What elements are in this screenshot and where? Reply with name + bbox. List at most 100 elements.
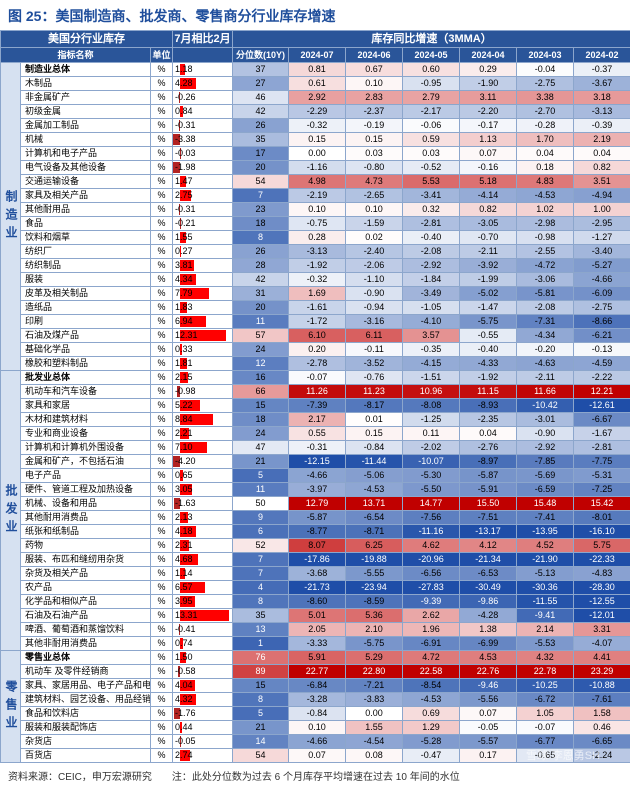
bar-cell: -0.05 xyxy=(173,735,233,749)
value-cell: -4.66 xyxy=(289,735,346,749)
col-3: 分位数(10Y) xyxy=(233,48,289,63)
indicator-name: 百货店 xyxy=(21,749,151,763)
value-cell: 0.10 xyxy=(346,77,403,91)
value-cell: -2.92 xyxy=(403,259,460,273)
value-cell: 1.55 xyxy=(346,721,403,735)
indicator-name: 金属和矿产，不包括石油 xyxy=(21,455,151,469)
value-cell: -6.65 xyxy=(574,735,630,749)
bar-cell: 12.31 xyxy=(173,329,233,343)
unit: % xyxy=(151,371,173,385)
unit: % xyxy=(151,665,173,679)
bar-cell: 4.32 xyxy=(173,693,233,707)
value-cell: -6.72 xyxy=(517,693,574,707)
percentile: 7 xyxy=(233,553,289,567)
value-cell: 3.31 xyxy=(574,623,630,637)
unit: % xyxy=(151,329,173,343)
value-cell: -6.99 xyxy=(460,637,517,651)
value-cell: 0.08 xyxy=(346,749,403,763)
percentile: 24 xyxy=(233,343,289,357)
value-cell: -1.92 xyxy=(289,259,346,273)
unit: % xyxy=(151,315,173,329)
value-cell: -5.56 xyxy=(460,693,517,707)
percentile: 11 xyxy=(233,483,289,497)
value-cell: -8.59 xyxy=(346,595,403,609)
bar-cell: -0.58 xyxy=(173,665,233,679)
value-cell: 2.05 xyxy=(289,623,346,637)
unit: % xyxy=(151,749,173,763)
value-cell: -3.16 xyxy=(346,315,403,329)
percentile: 8 xyxy=(233,693,289,707)
value-cell: -2.08 xyxy=(403,245,460,259)
percentile: 89 xyxy=(233,665,289,679)
value-cell: -5.91 xyxy=(460,483,517,497)
bar-cell: 2.74 xyxy=(173,749,233,763)
value-cell: -6.53 xyxy=(460,567,517,581)
value-cell: -7.56 xyxy=(403,511,460,525)
value-cell: -2.11 xyxy=(460,245,517,259)
value-cell: 22.77 xyxy=(289,665,346,679)
col-9: 2024-02 xyxy=(574,48,630,63)
value-cell: -0.40 xyxy=(403,231,460,245)
percentile: 50 xyxy=(233,497,289,511)
indicator-name: 服装、布匹和缝纫用杂货 xyxy=(21,553,151,567)
percentile: 8 xyxy=(233,231,289,245)
unit: % xyxy=(151,399,173,413)
unit: % xyxy=(151,707,173,721)
indicator-name: 纸张和纸制品 xyxy=(21,525,151,539)
value-cell: 0.03 xyxy=(346,147,403,161)
indicator-name: 机械、设备和用品 xyxy=(21,497,151,511)
value-cell: -5.13 xyxy=(517,567,574,581)
value-cell: 11.15 xyxy=(460,385,517,399)
value-cell: -5.87 xyxy=(289,511,346,525)
value-cell: 2.79 xyxy=(403,91,460,105)
value-cell: 1.00 xyxy=(574,203,630,217)
bar-cell: 3.81 xyxy=(173,259,233,273)
value-cell: -13.95 xyxy=(517,525,574,539)
value-cell: 4.72 xyxy=(403,651,460,665)
value-cell: 3.18 xyxy=(574,91,630,105)
value-cell: -20.96 xyxy=(403,553,460,567)
percentile: 6 xyxy=(233,525,289,539)
bar-cell: 13.31 xyxy=(173,609,233,623)
value-cell: -1.99 xyxy=(460,273,517,287)
value-cell: 0.07 xyxy=(460,707,517,721)
value-cell: -3.33 xyxy=(289,637,346,651)
value-cell: -3.13 xyxy=(574,105,630,119)
value-cell: -28.30 xyxy=(574,581,630,595)
value-cell: -2.95 xyxy=(574,217,630,231)
value-cell: -5.27 xyxy=(574,259,630,273)
value-cell: -6.67 xyxy=(574,413,630,427)
value-cell: -4.54 xyxy=(346,735,403,749)
bar-cell: -0.21 xyxy=(173,217,233,231)
percentile: 9 xyxy=(233,511,289,525)
value-cell: -5.02 xyxy=(460,287,517,301)
value-cell: -8.60 xyxy=(289,595,346,609)
value-cell: -0.95 xyxy=(403,77,460,91)
indicator-name: 饮料和烟草 xyxy=(21,231,151,245)
indicator-name: 计算机和电子产品 xyxy=(21,147,151,161)
value-cell: -7.39 xyxy=(289,399,346,413)
value-cell: -5.87 xyxy=(460,469,517,483)
unit: % xyxy=(151,427,173,441)
value-cell: -1.25 xyxy=(403,413,460,427)
value-cell: -4.63 xyxy=(517,357,574,371)
value-cell: 10.96 xyxy=(403,385,460,399)
bar-cell: 4.18 xyxy=(173,525,233,539)
value-cell: -9.39 xyxy=(403,595,460,609)
bar-cell: -1.63 xyxy=(173,497,233,511)
percentile: 18 xyxy=(233,217,289,231)
value-cell: 0.82 xyxy=(574,161,630,175)
unit: % xyxy=(151,63,173,77)
indicator-name: 纺织厂 xyxy=(21,245,151,259)
value-cell: -10.25 xyxy=(517,679,574,693)
value-cell: -0.17 xyxy=(460,119,517,133)
value-cell: -0.84 xyxy=(346,441,403,455)
value-cell: -0.11 xyxy=(346,343,403,357)
inventory-table: 美国分行业库存 7月相比2月 库存同比增速（3MMA） 指标名称单位分位数(10… xyxy=(0,30,630,763)
unit: % xyxy=(151,343,173,357)
value-cell: -12.15 xyxy=(289,455,346,469)
percentile: 14 xyxy=(233,735,289,749)
value-cell: -0.35 xyxy=(403,343,460,357)
value-cell: -2.81 xyxy=(403,217,460,231)
value-cell: -0.65 xyxy=(517,749,574,763)
